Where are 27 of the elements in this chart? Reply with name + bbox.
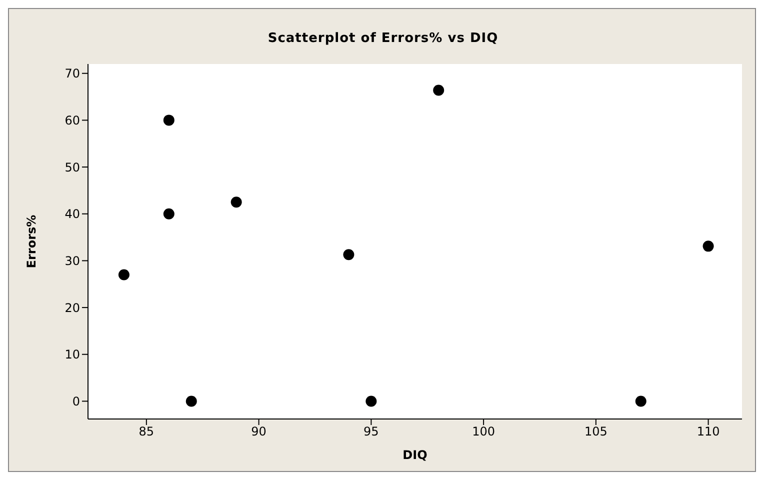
y-tick-label: 60 [64,113,80,128]
chart-title: Scatterplot of Errors% vs DIQ [266,31,500,46]
point [163,114,174,126]
point [702,240,714,252]
point [433,84,444,96]
y-tick-label: 0 [72,394,80,408]
y-tick-label: 40 [64,207,80,222]
y-axis-title: Errors% [24,214,38,268]
x-tick-label: 90 [251,424,266,439]
point [118,269,130,280]
y-tick-label: 70 [64,66,80,81]
y-tick-label: 10 [64,348,80,362]
x-axis-title: DIQ [402,448,428,462]
point [366,396,377,407]
point [186,396,197,407]
x-tick-label: 105 [584,424,608,439]
x-tick-label: 85 [138,424,154,439]
point [343,249,354,260]
x-tick-label: 110 [696,424,720,439]
y-tick-label: 20 [64,300,80,315]
y-tick-label: 50 [64,160,80,174]
point [230,196,242,208]
x-tick-label: 100 [472,424,495,439]
point [635,396,646,407]
point [163,208,174,220]
x-tick-label: 95 [364,424,379,439]
y-tick-label: 30 [64,254,80,268]
